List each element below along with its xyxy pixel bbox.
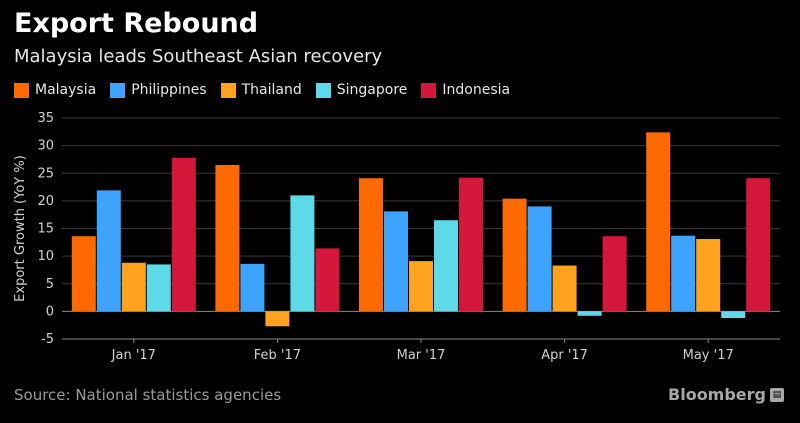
- bar: [502, 198, 527, 312]
- y-tick-label: -5: [41, 332, 54, 347]
- legend-swatch: [220, 82, 236, 98]
- bloomberg-terminal-icon: ▤: [770, 387, 784, 402]
- bar: [171, 157, 196, 312]
- y-tick-label: 0: [46, 304, 54, 319]
- bar: [434, 220, 458, 312]
- legend-item: Malaysia: [14, 82, 96, 98]
- bar: [384, 211, 408, 312]
- source-note: Source: National statistics agencies: [14, 386, 282, 404]
- x-tick-label: Feb '17: [254, 348, 301, 363]
- bar: [290, 195, 315, 312]
- legend-item: Thailand: [220, 82, 302, 98]
- bar: [121, 262, 146, 312]
- legend-label: Malaysia: [35, 82, 97, 98]
- bar: [359, 178, 383, 312]
- y-tick-label: 30: [37, 139, 54, 154]
- chart-subtitle: Malaysia leads Southeast Asian recovery: [14, 46, 383, 67]
- bar: [146, 264, 171, 312]
- x-tick-label: May '17: [683, 348, 734, 363]
- legend-swatch: [315, 82, 331, 98]
- legend-item: Indonesia: [421, 82, 510, 98]
- y-tick-label: 15: [37, 222, 54, 237]
- brand-logo: Bloomberg ▤: [668, 385, 784, 404]
- bar: [646, 132, 671, 312]
- legend-label: Indonesia: [442, 82, 511, 98]
- legend-swatch: [110, 82, 126, 98]
- y-tick-label: 10: [37, 249, 54, 264]
- bar: [96, 190, 121, 312]
- bar: [721, 311, 746, 319]
- bar: [315, 248, 340, 312]
- y-tick-label: 25: [37, 166, 54, 181]
- y-tick-label: 20: [37, 194, 54, 209]
- bar: [527, 206, 552, 312]
- legend-label: Philippines: [131, 82, 207, 98]
- y-axis-label: Export Growth (YoY %): [13, 155, 28, 302]
- legend-label: Singapore: [336, 82, 408, 98]
- legend-label: Thailand: [241, 82, 302, 98]
- legend-swatch: [14, 82, 29, 98]
- bar: [71, 236, 96, 312]
- legend-swatch: [421, 82, 437, 98]
- bar: [459, 177, 483, 312]
- x-tick-label: Jan '17: [111, 348, 156, 363]
- bar: [215, 164, 240, 312]
- legend: Malaysia Philippines Thailand Singapore Indo…: [14, 80, 524, 100]
- chart-title: Export Rebound: [14, 8, 259, 39]
- bar: [671, 235, 696, 312]
- x-tick-label: Mar '17: [397, 348, 446, 363]
- bar: [696, 238, 721, 312]
- bar: [552, 265, 577, 312]
- bar: [602, 236, 627, 312]
- bar: [746, 178, 771, 312]
- y-tick-label: 5: [46, 277, 54, 292]
- legend-item: Philippines: [110, 82, 207, 98]
- legend-item: Singapore: [315, 82, 408, 98]
- x-tick-label: Apr '17: [541, 348, 588, 363]
- bar: [409, 261, 433, 312]
- brand-name: Bloomberg: [668, 385, 766, 404]
- bar: [240, 263, 265, 312]
- bar: [265, 311, 290, 327]
- y-tick-label: 35: [37, 111, 54, 126]
- bar: [577, 311, 602, 316]
